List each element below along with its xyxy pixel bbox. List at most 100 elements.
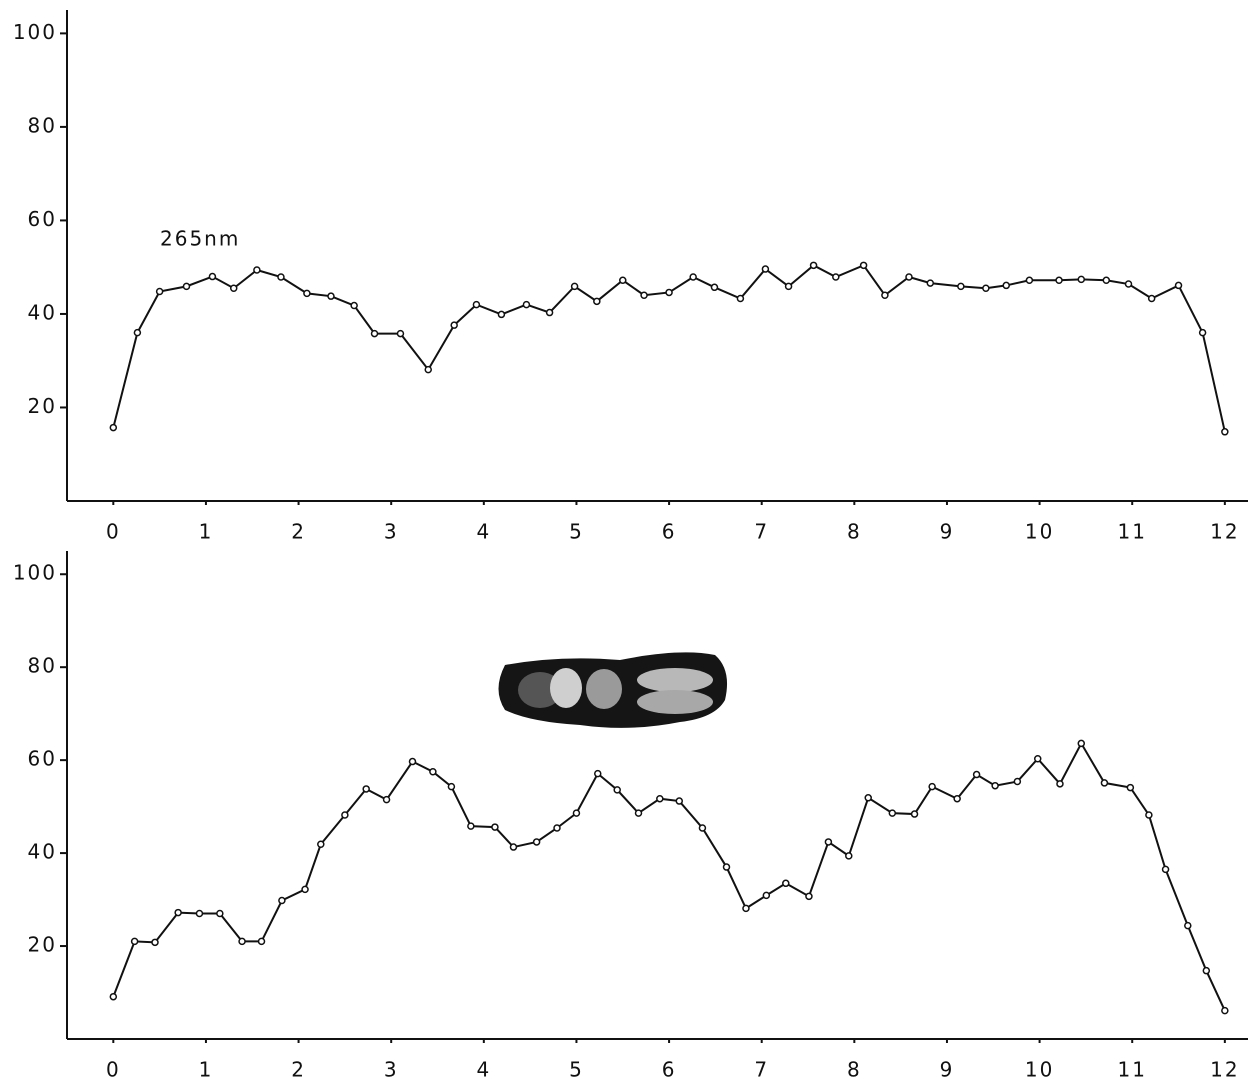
data-point: [351, 303, 357, 309]
data-point: [657, 796, 663, 802]
data-point: [209, 274, 215, 280]
data-point: [889, 810, 895, 816]
data-point: [239, 938, 245, 944]
data-point: [846, 853, 852, 859]
annotation: 265nm: [160, 227, 240, 251]
data-point: [833, 274, 839, 280]
data-point: [451, 322, 457, 328]
y-tick-label: 40: [28, 300, 57, 324]
data-point: [1035, 756, 1041, 762]
data-point: [636, 810, 642, 816]
x-tick-label: 4: [476, 520, 491, 544]
data-point: [983, 285, 989, 291]
data-point: [786, 283, 792, 289]
x-tick-label: 7: [754, 1058, 769, 1082]
x-tick-label: 9: [940, 520, 955, 544]
data-point: [554, 825, 560, 831]
data-point: [641, 292, 647, 298]
data-point: [302, 886, 308, 892]
data-point: [304, 290, 310, 296]
data-point: [372, 331, 378, 337]
data-point: [958, 283, 964, 289]
y-tick-label: 40: [28, 840, 57, 864]
data-point: [614, 787, 620, 793]
data-point: [927, 280, 933, 286]
data-point: [110, 425, 116, 431]
x-tick-label: 5: [569, 1058, 584, 1082]
data-point: [363, 786, 369, 792]
x-tick-label: 11: [1117, 1058, 1146, 1082]
data-point: [1185, 923, 1191, 929]
data-point: [1203, 968, 1209, 974]
data-point: [1222, 429, 1228, 435]
data-point: [397, 331, 403, 337]
data-point: [912, 811, 918, 817]
chromosome-image: [499, 652, 728, 727]
data-point: [1014, 779, 1020, 785]
y-tick-label: 60: [28, 207, 57, 231]
x-tick-label: 3: [384, 520, 399, 544]
data-point: [620, 277, 626, 283]
data-point: [1146, 812, 1152, 818]
x-tick-label: 1: [199, 1058, 214, 1082]
data-point: [806, 893, 812, 899]
data-point: [763, 892, 769, 898]
data-point: [492, 824, 498, 830]
series: [110, 740, 1228, 1013]
data-point: [157, 289, 163, 295]
data-point: [547, 310, 553, 316]
y-tick-label: 20: [28, 933, 57, 957]
data-point: [783, 880, 789, 886]
data-point: [724, 864, 730, 870]
y-tick-label: 100: [13, 561, 57, 585]
data-point: [217, 911, 223, 917]
data-point: [510, 844, 516, 850]
data-point: [906, 274, 912, 280]
data-point: [430, 769, 436, 775]
y-tick-label: 60: [28, 747, 57, 771]
x-tick-label: 11: [1117, 520, 1146, 544]
data-point: [737, 296, 743, 302]
data-point: [448, 784, 454, 790]
x-tick-label: 6: [662, 520, 677, 544]
data-point: [690, 274, 696, 280]
data-point: [523, 302, 529, 308]
x-tick-label: 1: [199, 520, 214, 544]
data-point: [534, 839, 540, 845]
x-tick-label: 2: [291, 1058, 306, 1082]
data-point: [1003, 282, 1009, 288]
data-point: [410, 759, 416, 765]
data-point: [279, 898, 285, 904]
data-point: [278, 274, 284, 280]
data-point: [384, 797, 390, 803]
data-point: [1149, 296, 1155, 302]
data-point: [231, 285, 237, 291]
data-point: [1176, 282, 1182, 288]
x-tick-label: 6: [662, 1058, 677, 1082]
data-point: [1078, 740, 1084, 746]
data-point: [110, 994, 116, 1000]
data-point: [811, 262, 817, 268]
x-tick-label: 12: [1210, 520, 1239, 544]
data-point: [865, 795, 871, 801]
series: [110, 262, 1228, 434]
y-tick-label: 100: [13, 20, 57, 44]
data-point: [1056, 277, 1062, 283]
y-tick-label: 80: [28, 654, 57, 678]
data-point: [743, 905, 749, 911]
data-point: [1101, 780, 1107, 786]
data-point: [573, 810, 579, 816]
data-point: [1078, 276, 1084, 282]
x-tick-label: 0: [106, 1058, 121, 1082]
x-tick-label: 5: [569, 520, 584, 544]
data-point: [572, 283, 578, 289]
data-point: [825, 839, 831, 845]
data-point: [473, 302, 479, 308]
x-tick-label: 12: [1210, 1058, 1239, 1082]
data-point: [1126, 281, 1132, 287]
data-point: [861, 262, 867, 268]
data-point: [1103, 277, 1109, 283]
x-tick-label: 2: [291, 520, 306, 544]
data-point: [594, 298, 600, 304]
data-point: [595, 771, 601, 777]
